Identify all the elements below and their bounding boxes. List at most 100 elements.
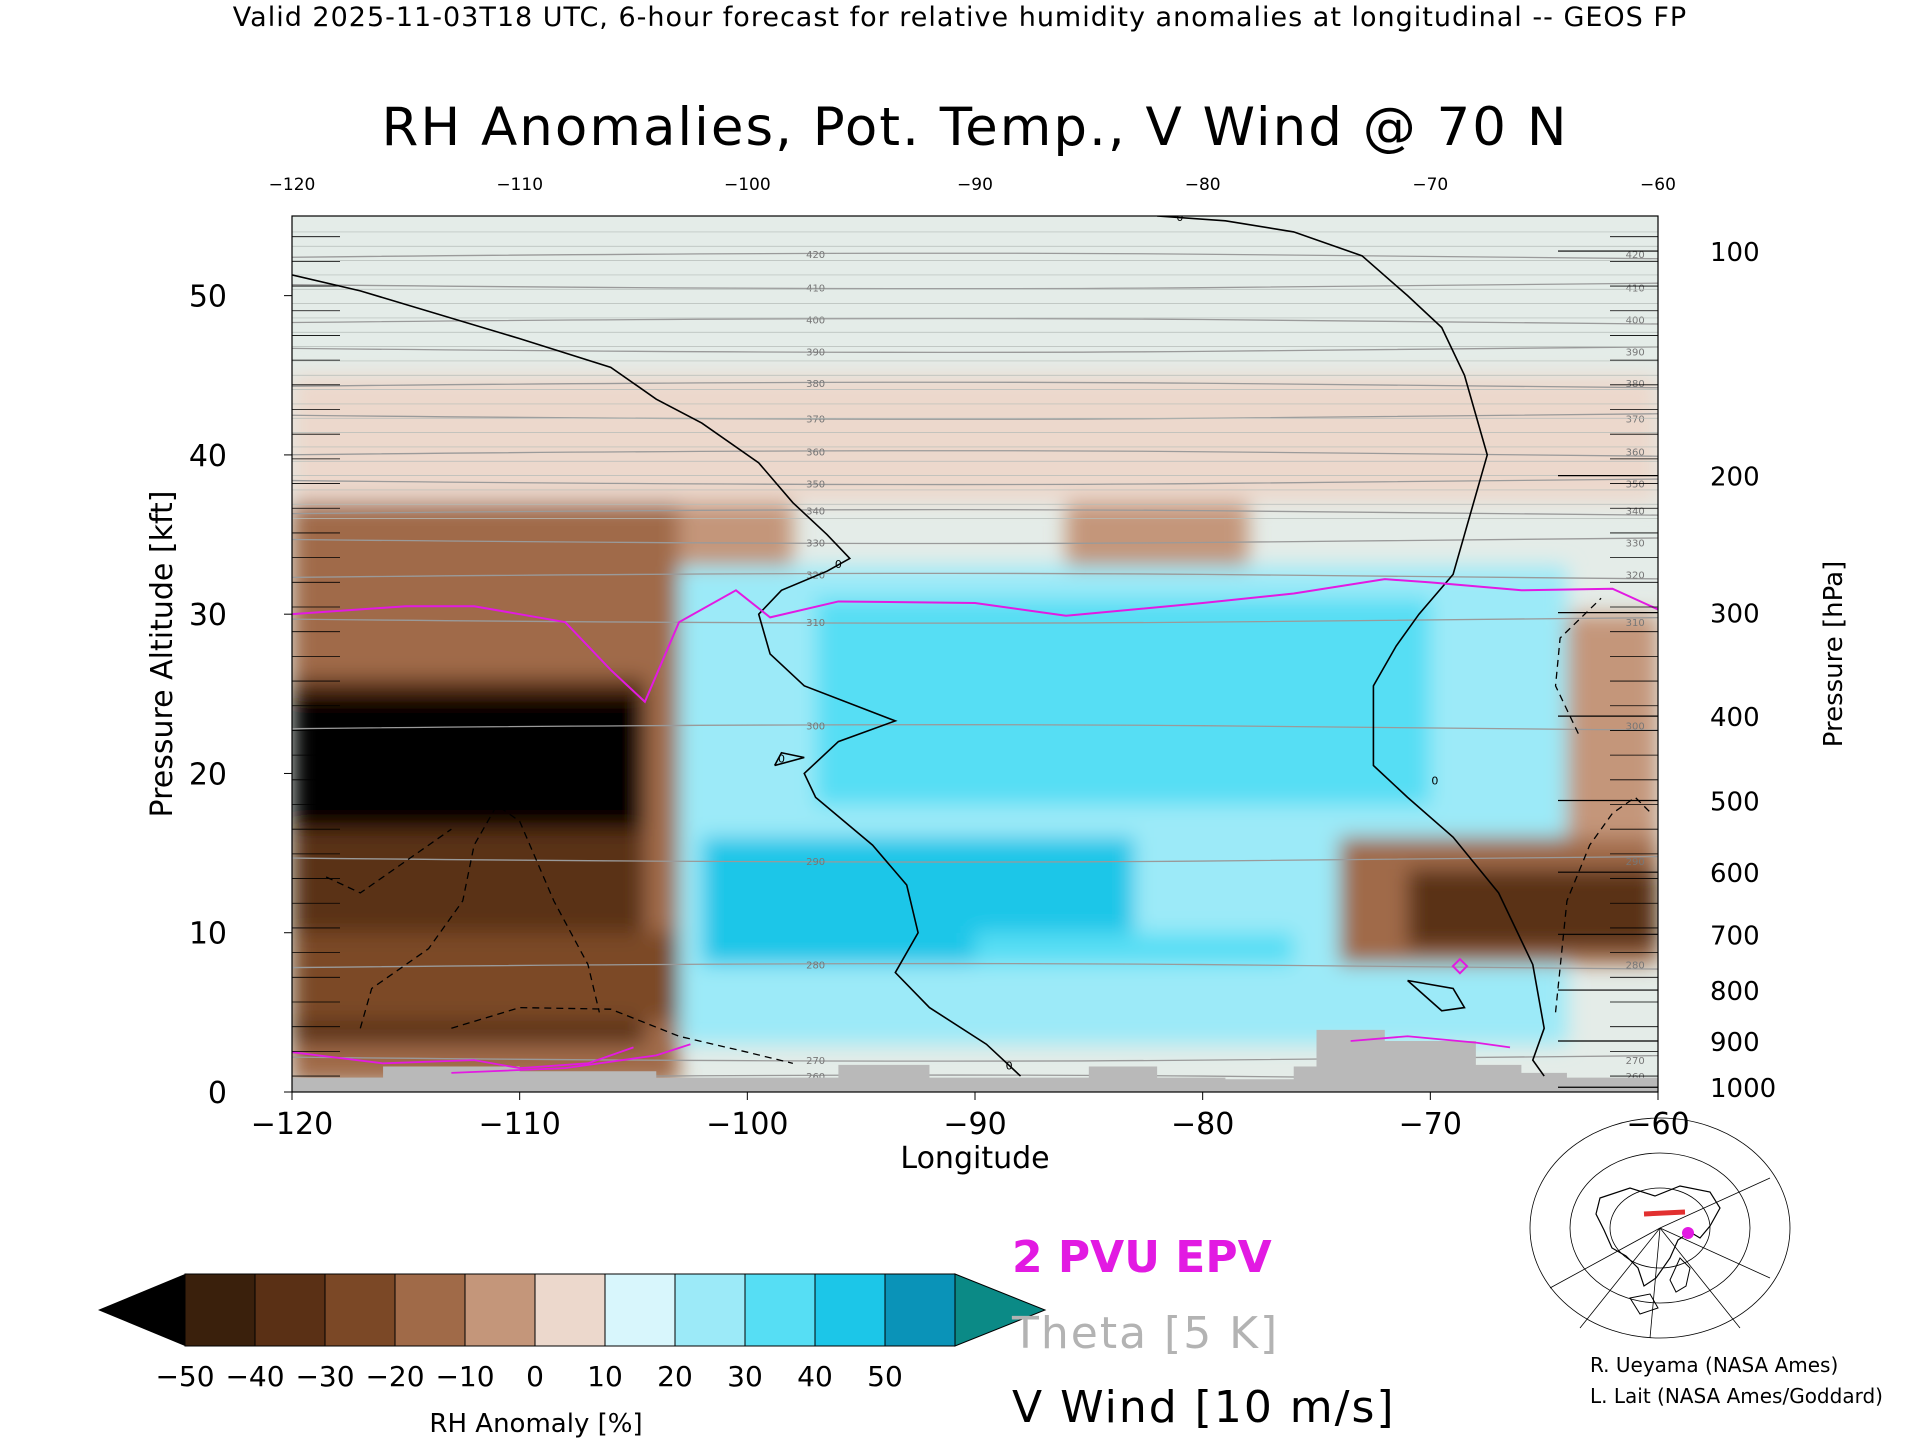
chart-title: RH Anomalies, Pot. Temp., V Wind @ 70 N [382, 97, 1569, 158]
epv-low-level-line [1350, 1035, 1511, 1049]
color-bar-cell [674, 1273, 746, 1347]
right-tick-label: 200 [1710, 463, 1760, 493]
theta-contour-label: 260 [806, 1072, 825, 1083]
color-bar-cell [184, 1273, 256, 1347]
right-tick-label: 400 [1710, 703, 1760, 733]
color-bar-cell [744, 1273, 816, 1347]
anomaly-region [292, 932, 680, 1021]
theta-contour [292, 572, 1658, 580]
x-tick-label-top: −70 [1412, 175, 1448, 195]
color-bar-cell [254, 1273, 326, 1347]
theta-contour [292, 616, 1658, 624]
anomaly-region [679, 502, 793, 567]
y-axis-label-left: Pressure Altitude [kft] [145, 491, 180, 818]
x-tick-label: −110 [478, 1107, 560, 1142]
anomaly-region [1362, 980, 1567, 1045]
theta-contour-label: 290 [806, 857, 825, 868]
epv-low-level-line [451, 1043, 691, 1074]
v-wind-contour-label: 0 [835, 558, 842, 571]
x-tick-label: −120 [251, 1107, 333, 1142]
theta-contour [292, 252, 1658, 260]
theta-contour-label: 400 [1626, 316, 1645, 327]
theta-contour [292, 855, 1658, 863]
color-bar-tick-label: 10 [587, 1360, 623, 1393]
color-bar-tick-label: 20 [657, 1360, 693, 1393]
theta-contour [292, 317, 1658, 325]
locator-map [1529, 1117, 1791, 1339]
x-tick-label: −90 [943, 1107, 1006, 1142]
x-tick-label-top: −80 [1185, 175, 1221, 195]
y-axis-label-right: Pressure [hPa] [1819, 561, 1849, 748]
x-tick-label-top: −60 [1640, 175, 1676, 195]
theta-contour [292, 381, 1658, 389]
x-tick-label-top: −120 [269, 175, 316, 195]
anomaly-region [815, 598, 1431, 806]
v-wind-contour-label: 0 [1006, 1060, 1013, 1073]
theta-contour [292, 346, 1658, 354]
theta-contour-label: 390 [1626, 347, 1645, 358]
right-tick-label: 700 [1710, 921, 1760, 951]
theta-contour-label: 360 [806, 448, 825, 459]
v-wind-zero-contour [1157, 216, 1545, 1077]
v-wind-negative-contour [451, 1006, 794, 1064]
x-tick-label-top: −100 [724, 175, 771, 195]
theta-contour-label: 370 [1626, 414, 1645, 425]
credit-line-2: L. Lait (NASA Ames/Goddard) [1590, 1384, 1883, 1408]
right-tick-label: 800 [1710, 977, 1760, 1007]
epv-2pvu-line [292, 578, 1658, 704]
color-bar-tick-label: 50 [867, 1360, 903, 1393]
theta-contour [292, 962, 1658, 970]
theta-contour-label: 280 [806, 961, 825, 972]
theta-contour-label: 300 [806, 722, 825, 733]
theta-contour-label: 420 [806, 250, 825, 261]
color-bar-cell [324, 1273, 396, 1347]
theta-contour-label: 370 [806, 414, 825, 425]
legend-theta: Theta [5 K] [1011, 1308, 1279, 1359]
valid-time-line: Valid 2025-11-03T18 UTC, 6-hour forecast… [232, 2, 1688, 33]
right-tick-label: 100 [1710, 238, 1760, 268]
y-tick-label: 30 [189, 598, 227, 633]
right-tick-label: 900 [1710, 1028, 1760, 1058]
epv-small-contour [1451, 957, 1469, 975]
theta-contour-label: 330 [1626, 539, 1645, 550]
anomaly-region [292, 375, 1658, 503]
theta-contour-label: 310 [1626, 618, 1645, 629]
x-tick-label-top: −90 [957, 175, 993, 195]
theta-contour-label: 280 [1626, 961, 1645, 972]
theta-contour-label: 320 [1626, 570, 1645, 581]
color-bar-cell [884, 1273, 956, 1347]
anomaly-region [975, 932, 1294, 965]
theta-contour [292, 413, 1658, 420]
x-tick-label: −70 [1399, 1107, 1462, 1142]
theta-contour-label: 400 [806, 316, 825, 327]
theta-contour-label: 350 [806, 480, 825, 491]
legend-vwind: V Wind [10 m/s] [1012, 1382, 1396, 1433]
color-bar-tick-label: −20 [365, 1360, 424, 1393]
x-tick-label: −100 [706, 1107, 788, 1142]
theta-contour-label: 270 [1626, 1056, 1645, 1067]
theta-contour-label: 390 [806, 347, 825, 358]
v-wind-zero-contour [292, 274, 1022, 1077]
epv-2pvu-contour [292, 578, 1658, 1074]
color-bar-cell [814, 1273, 886, 1347]
v-wind-negative-contour [1554, 597, 1602, 734]
x-tick-label: −80 [1171, 1107, 1234, 1142]
color-bar-tick-label: 0 [526, 1360, 544, 1393]
theta-contour-label: 300 [1626, 722, 1645, 733]
legend-epv: 2 PVU EPV [1012, 1232, 1272, 1283]
credits: R. Ueyama (NASA Ames) L. Lait (NASA Ames… [1590, 1350, 1883, 1412]
theta-contour-label: 420 [1626, 250, 1645, 261]
color-bar-tick-label: 40 [797, 1360, 833, 1393]
v-wind-contours: 0 0 0 0 0 [292, 211, 1652, 1077]
theta-contour-label: 340 [806, 507, 825, 518]
theta-contour [292, 537, 1658, 545]
theta-contour-label: 310 [806, 618, 825, 629]
anomaly-region [1066, 502, 1249, 567]
x-axis-label: Longitude [900, 1141, 1049, 1176]
theta-contour-label: 380 [806, 379, 825, 390]
theta-contour-label: 260 [1626, 1072, 1645, 1083]
v-wind-contour-label: 0 [1176, 211, 1183, 224]
v-wind-zero-contour [1407, 979, 1466, 1012]
x-tick-label-top: −110 [496, 175, 543, 195]
